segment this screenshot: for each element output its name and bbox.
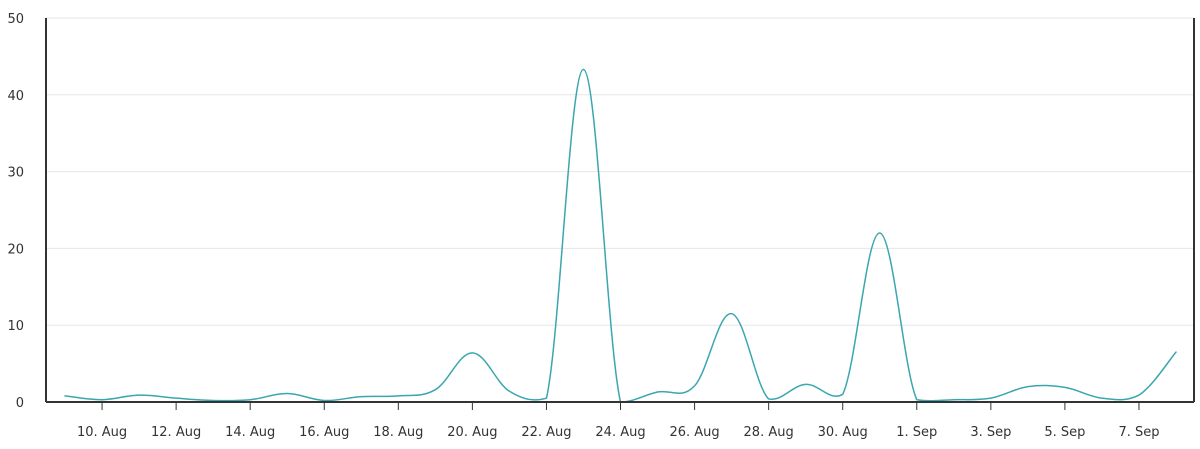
series-line-0 [64,68,1177,403]
y-tick-label: 10 [7,319,24,334]
y-tick-label: 20 [7,242,24,257]
x-axis-ticks: 10. Aug 12. Aug 14. Aug 16. Aug 18. Aug 20. A… [77,402,1159,440]
x-tick-label: 30. Aug [818,425,868,440]
x-tick-label: 24. Aug [595,425,645,440]
y-tick-label: 40 [7,89,24,104]
x-tick-label: 7. Sep [1118,425,1159,440]
x-tick-label: 5. Sep [1044,425,1085,440]
grid-lines [46,17,1194,326]
x-tick-label: 16. Aug [299,425,349,440]
y-tick-label: 0 [16,396,24,411]
x-tick-label: 1. Sep [896,425,937,440]
x-tick-label: 18. Aug [373,425,423,440]
x-tick-label: 22. Aug [521,425,571,440]
x-tick-label: 26. Aug [669,425,719,440]
axes [45,18,1195,403]
x-tick-label: 20. Aug [447,425,497,440]
x-tick-label: 10. Aug [77,425,127,440]
y-axis-labels: 0 10 20 30 40 50 [7,12,24,411]
x-tick-label: 14. Aug [225,425,275,440]
x-tick-label: 3. Sep [970,425,1011,440]
x-tick-label: 12. Aug [151,425,201,440]
series-group [64,68,1177,403]
x-tick-label: 28. Aug [744,425,794,440]
y-tick-label: 50 [7,12,24,27]
y-tick-label: 30 [7,166,24,181]
